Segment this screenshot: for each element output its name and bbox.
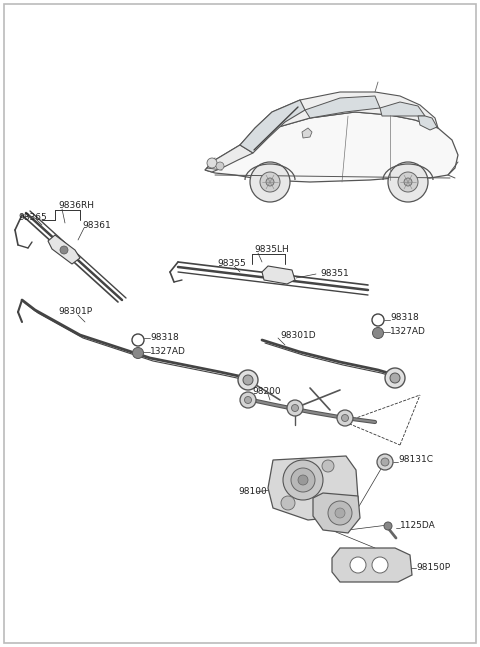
Circle shape [385,368,405,388]
Polygon shape [268,456,358,520]
Circle shape [260,172,280,192]
Polygon shape [380,102,425,116]
Text: 98365: 98365 [18,214,47,223]
Circle shape [350,557,366,573]
Circle shape [132,334,144,346]
Polygon shape [240,92,438,145]
Circle shape [291,404,299,411]
Polygon shape [305,96,380,118]
Text: 98355: 98355 [217,259,246,269]
Circle shape [398,172,418,192]
Circle shape [298,475,308,485]
Circle shape [372,557,388,573]
Circle shape [60,246,68,254]
Polygon shape [205,112,458,182]
Circle shape [381,458,389,466]
Polygon shape [262,266,295,284]
Circle shape [322,460,334,472]
Circle shape [216,162,224,170]
Text: 98200: 98200 [252,388,281,397]
Circle shape [250,162,290,202]
Text: 98301P: 98301P [58,307,92,316]
Text: 98361: 98361 [82,221,111,230]
Circle shape [283,460,323,500]
Text: 9835LH: 9835LH [254,245,289,254]
Circle shape [404,178,412,186]
Circle shape [281,496,295,510]
Text: 98131C: 98131C [398,455,433,465]
Polygon shape [302,128,312,138]
Circle shape [388,162,428,202]
Circle shape [244,397,252,404]
Circle shape [372,327,384,338]
Circle shape [266,178,274,186]
Circle shape [207,158,217,168]
Polygon shape [205,145,253,172]
Circle shape [384,522,392,530]
Text: 9836RH: 9836RH [58,201,94,210]
Circle shape [238,370,258,390]
Circle shape [337,410,353,426]
Text: 1327AD: 1327AD [150,347,186,356]
Circle shape [328,501,352,525]
Circle shape [341,415,348,421]
Circle shape [335,508,345,518]
Polygon shape [313,493,360,533]
Text: 98150P: 98150P [416,564,450,573]
Text: 1327AD: 1327AD [390,327,426,336]
Circle shape [240,392,256,408]
Text: 98351: 98351 [320,270,349,278]
Polygon shape [332,548,412,582]
Circle shape [243,375,253,385]
Circle shape [287,400,303,416]
Text: 98301D: 98301D [280,331,316,340]
Text: 1125DA: 1125DA [400,521,436,531]
Circle shape [390,373,400,383]
Circle shape [377,454,393,470]
Polygon shape [240,100,305,153]
Circle shape [132,347,144,358]
Text: 98318: 98318 [390,314,419,322]
Polygon shape [48,235,80,264]
Text: 98318: 98318 [150,333,179,342]
Circle shape [291,468,315,492]
Polygon shape [418,116,437,130]
Text: 98100: 98100 [238,487,267,496]
Circle shape [372,314,384,326]
